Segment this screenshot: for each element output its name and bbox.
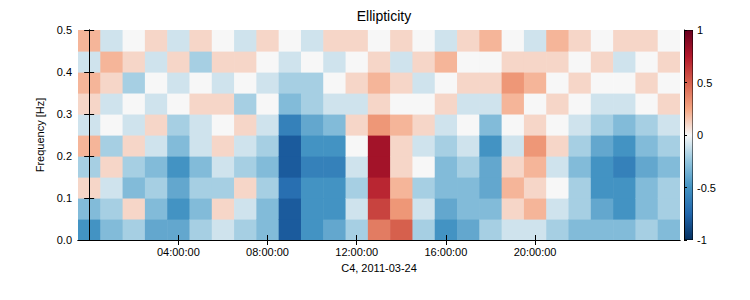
svg-text:C4, 2011-03-24: C4, 2011-03-24 <box>341 262 417 274</box>
svg-text:Ellipticity: Ellipticity <box>357 8 411 24</box>
svg-text:12:00:00: 12:00:00 <box>335 246 378 258</box>
svg-text:0.5: 0.5 <box>57 24 72 36</box>
svg-text:16:00:00: 16:00:00 <box>424 246 467 258</box>
svg-text:-1: -1 <box>697 234 707 246</box>
svg-text:0.3: 0.3 <box>57 108 72 120</box>
svg-text:0: 0 <box>697 129 703 141</box>
svg-text:1: 1 <box>697 24 703 36</box>
svg-text:20:00:00: 20:00:00 <box>514 246 557 258</box>
svg-text:0.1: 0.1 <box>57 192 72 204</box>
svg-text:0.5: 0.5 <box>697 77 712 89</box>
svg-text:0.4: 0.4 <box>57 66 72 78</box>
svg-text:04:00:00: 04:00:00 <box>157 246 200 258</box>
svg-text:0.2: 0.2 <box>57 150 72 162</box>
svg-text:Frequency [Hz]: Frequency [Hz] <box>34 98 46 173</box>
svg-text:-0.5: -0.5 <box>697 182 716 194</box>
svg-text:0.0: 0.0 <box>57 234 72 246</box>
svg-text:08:00:00: 08:00:00 <box>246 246 289 258</box>
